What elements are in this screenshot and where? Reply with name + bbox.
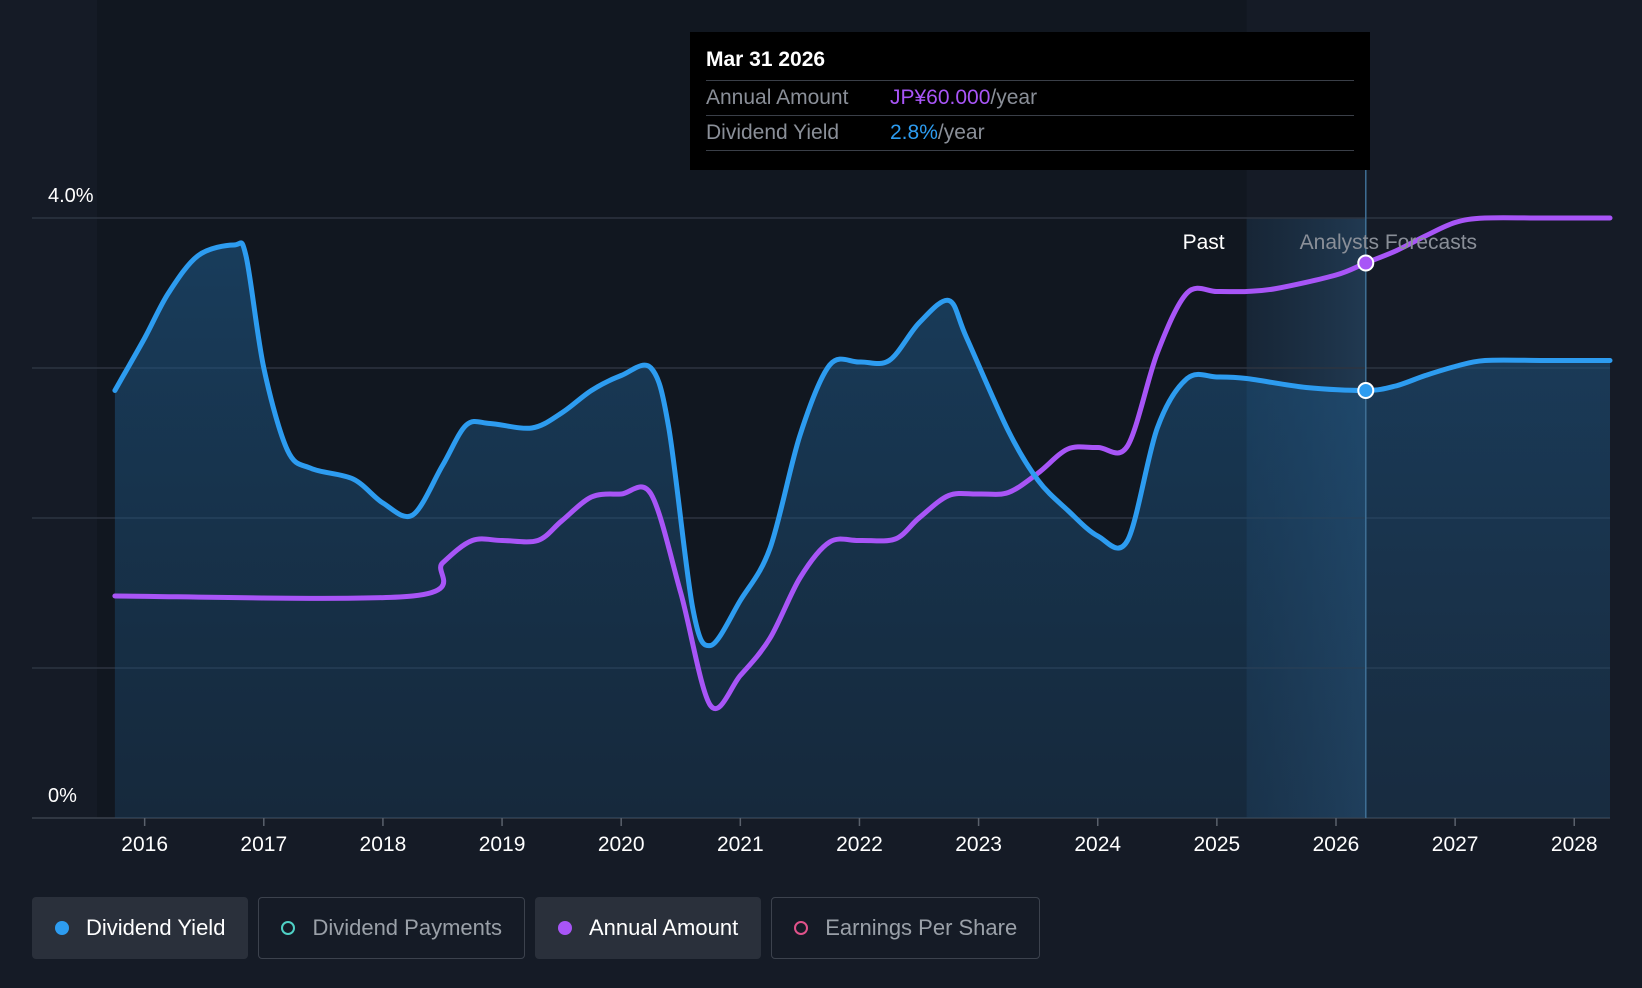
legend: Dividend Yield Dividend Payments Annual … [32,897,1041,959]
dividend-yield-line [112,240,1613,649]
x-tick-label: 2027 [1432,833,1479,856]
legend-dot-icon [557,921,572,935]
dividend-yield-area [114,242,1610,819]
dividend-yield-marker [1357,382,1375,399]
x-tick-label: 2019 [479,833,526,856]
tooltip-unit: /year [990,86,1038,109]
annual-amount-line [112,215,1613,711]
legend-label: Dividend Payments [312,915,502,940]
tooltip-row-dividend-yield: Dividend Yield 2.8% /year [706,116,1354,151]
y-tick-label: 0% [48,785,77,807]
tooltip-label: Annual Amount [706,86,849,109]
tooltip-value: JP¥60.000 [890,86,991,109]
x-tick-label: 2026 [1313,833,1360,856]
legend-label: Earnings Per Share [825,915,1018,940]
legend-label: Dividend Yield [86,915,226,940]
tooltip-value: 2.8% [890,121,938,144]
legend-dot-icon [55,921,69,935]
x-tick-label: 2028 [1551,833,1598,856]
x-tick-label: 2020 [598,833,645,856]
x-tick-label: 2018 [360,833,407,856]
legend-dot-icon [794,921,809,935]
x-tick-label: 2022 [836,833,883,856]
forecast-label: Analysts Forecasts [1300,231,1477,254]
x-tick-label: 2021 [717,833,764,856]
tooltip-row-annual-amount: Annual Amount JP¥60.000 /year [706,81,1354,116]
x-tick-label: 2025 [1193,833,1240,856]
legend-dot-icon [281,921,296,935]
legend-label: Annual Amount [588,915,739,940]
legend-dividend-yield[interactable]: Dividend Yield [32,897,249,959]
x-tick-label: 2023 [955,833,1002,856]
x-tick-label: 2016 [121,833,168,856]
tooltip: Mar 31 2026 Annual Amount JP¥60.000 /yea… [690,32,1370,170]
x-tick-label: 2017 [240,833,287,856]
tooltip-label: Dividend Yield [706,121,840,144]
y-tick-label: 4.0% [48,185,94,207]
legend-annual-amount[interactable]: Annual Amount [534,897,762,959]
past-label: Past [1183,231,1225,254]
legend-dividend-payments[interactable]: Dividend Payments [258,897,525,959]
tooltip-unit: /year [937,121,985,144]
tooltip-date: Mar 31 2026 [706,46,1354,81]
annual-amount-marker [1357,254,1375,272]
x-tick-label: 2024 [1074,833,1121,856]
legend-earnings-per-share[interactable]: Earnings Per Share [771,897,1041,959]
